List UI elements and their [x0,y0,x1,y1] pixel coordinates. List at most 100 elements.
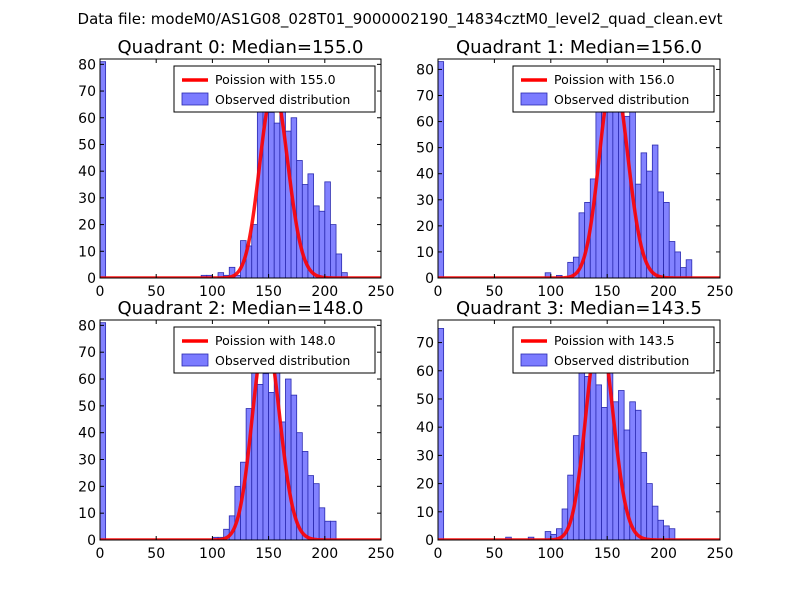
y-tick-label: 20 [78,479,96,495]
y-tick-label: 40 [78,426,96,442]
histogram-bar [651,505,659,540]
y-tick-label: 20 [78,218,96,234]
x-tick-label: 150 [255,284,282,300]
axes-frame [437,319,721,541]
plot-area [100,322,381,540]
y-tick-label: 0 [425,533,434,549]
histogram-bar [228,266,236,278]
legend-label-poisson: Poission with 155.0 [215,72,336,87]
x-tick-label: 200 [311,546,338,562]
histogram-bar [268,112,275,278]
y-tick-label: 80 [78,318,96,334]
histogram-bar [663,525,670,540]
legend: Poission with 155.0 Observed distribution [173,65,376,113]
histogram-bar [307,475,314,540]
x-tick-label: 50 [147,284,165,300]
y-tick-label: 20 [416,219,434,235]
histogram-bar [100,322,107,540]
histogram-bar [618,110,625,278]
y-tick-label: 40 [416,167,434,183]
legend-label-observed: Observed distribution [554,353,689,368]
histogram-bar [438,328,445,540]
histogram-bar [674,251,681,278]
x-tick-label: 150 [255,546,282,562]
y-tick-label: 60 [78,111,96,127]
x-tick-label: 150 [594,546,621,562]
legend-label-poisson: Poission with 143.5 [554,333,675,348]
x-tick-label: 50 [485,546,503,562]
histogram-bar [273,122,281,278]
x-tick-label: 100 [537,284,564,300]
histogram-bar [330,224,337,278]
y-tick-label: 30 [416,193,434,209]
histogram-bar [668,241,676,278]
histogram-bar [307,173,314,278]
x-tick-label: 0 [96,284,105,300]
y-tick-label: 60 [416,115,434,131]
subplot-quadrant-1: Quadrant 1: Median=156.0 0 50 100 150 200 250 0… [416,37,733,300]
axes-frame [99,58,382,279]
y-tick-label: 20 [416,477,434,493]
subplot-quadrant-0: Quadrant 0: Median=155.0 0 50 100 150 200 250 0… [78,37,394,300]
histogram-bar [341,272,348,278]
y-tick-label: 0 [87,271,96,287]
histogram-bar [318,210,326,278]
histogram-bar [685,259,693,278]
y-tick-label: 80 [78,57,96,73]
x-tick-label: 250 [707,284,734,300]
histogram-bar [324,520,331,540]
legend-label-observed: Observed distribution [554,92,689,107]
histogram-bar [330,520,337,540]
y-tick-label: 50 [78,137,96,153]
legend: Poission with 148.0 Observed distribution [173,326,376,374]
axes-frame [437,58,721,279]
legend: Poission with 143.5 Observed distribution [512,326,715,374]
x-tick-label: 100 [199,546,226,562]
histogram-bar [663,201,670,278]
axes-frame [99,319,382,541]
y-tick-label: 10 [416,245,434,261]
legend: Poission with 156.0 Observed distribution [512,65,715,113]
legend-bar-swatch [181,353,209,367]
x-tick-label: 0 [434,546,443,562]
x-tick-label: 100 [199,284,226,300]
x-tick-label: 250 [368,546,395,562]
legend-bar-swatch [520,353,548,367]
x-tick-label: 50 [147,546,165,562]
histogram-bar [657,519,665,540]
histogram-bar [595,384,602,540]
subplot-title: Quadrant 0: Median=155.0 [118,37,364,58]
y-tick-label: 0 [425,271,434,287]
plot-area [100,61,381,278]
histogram-bar [324,181,331,278]
histogram-bar [646,483,653,540]
y-tick-label: 50 [416,392,434,408]
histogram-bar [313,483,320,540]
x-tick-label: 0 [434,284,443,300]
plot-area [438,61,720,278]
histogram-bar [438,61,445,278]
legend-label-observed: Observed distribution [215,353,350,368]
legend-label-observed: Observed distribution [215,92,350,107]
x-tick-label: 50 [485,284,503,300]
y-tick-label: 80 [416,62,434,78]
legend-label-poisson: Poission with 148.0 [215,333,336,348]
y-tick-label: 10 [78,506,96,522]
x-tick-label: 150 [594,284,621,300]
y-tick-label: 60 [78,372,96,388]
y-tick-label: 30 [78,191,96,207]
histogram-bar [335,253,343,278]
y-tick-label: 70 [78,345,96,361]
poisson-curve [438,329,720,540]
x-tick-label: 200 [650,284,677,300]
histogram-bar [256,383,264,540]
histogram-bar [251,224,258,278]
subplot-grid: Quadrant 0: Median=155.00 50 100 150 200 2500… [78,37,733,562]
y-tick-label: 70 [416,89,434,105]
subplot-title: Quadrant 3: Median=143.5 [456,298,702,319]
y-tick-label: 70 [78,84,96,100]
histogram-bar [262,373,270,540]
y-tick-label: 10 [78,244,96,260]
y-tick-label: 40 [416,420,434,436]
